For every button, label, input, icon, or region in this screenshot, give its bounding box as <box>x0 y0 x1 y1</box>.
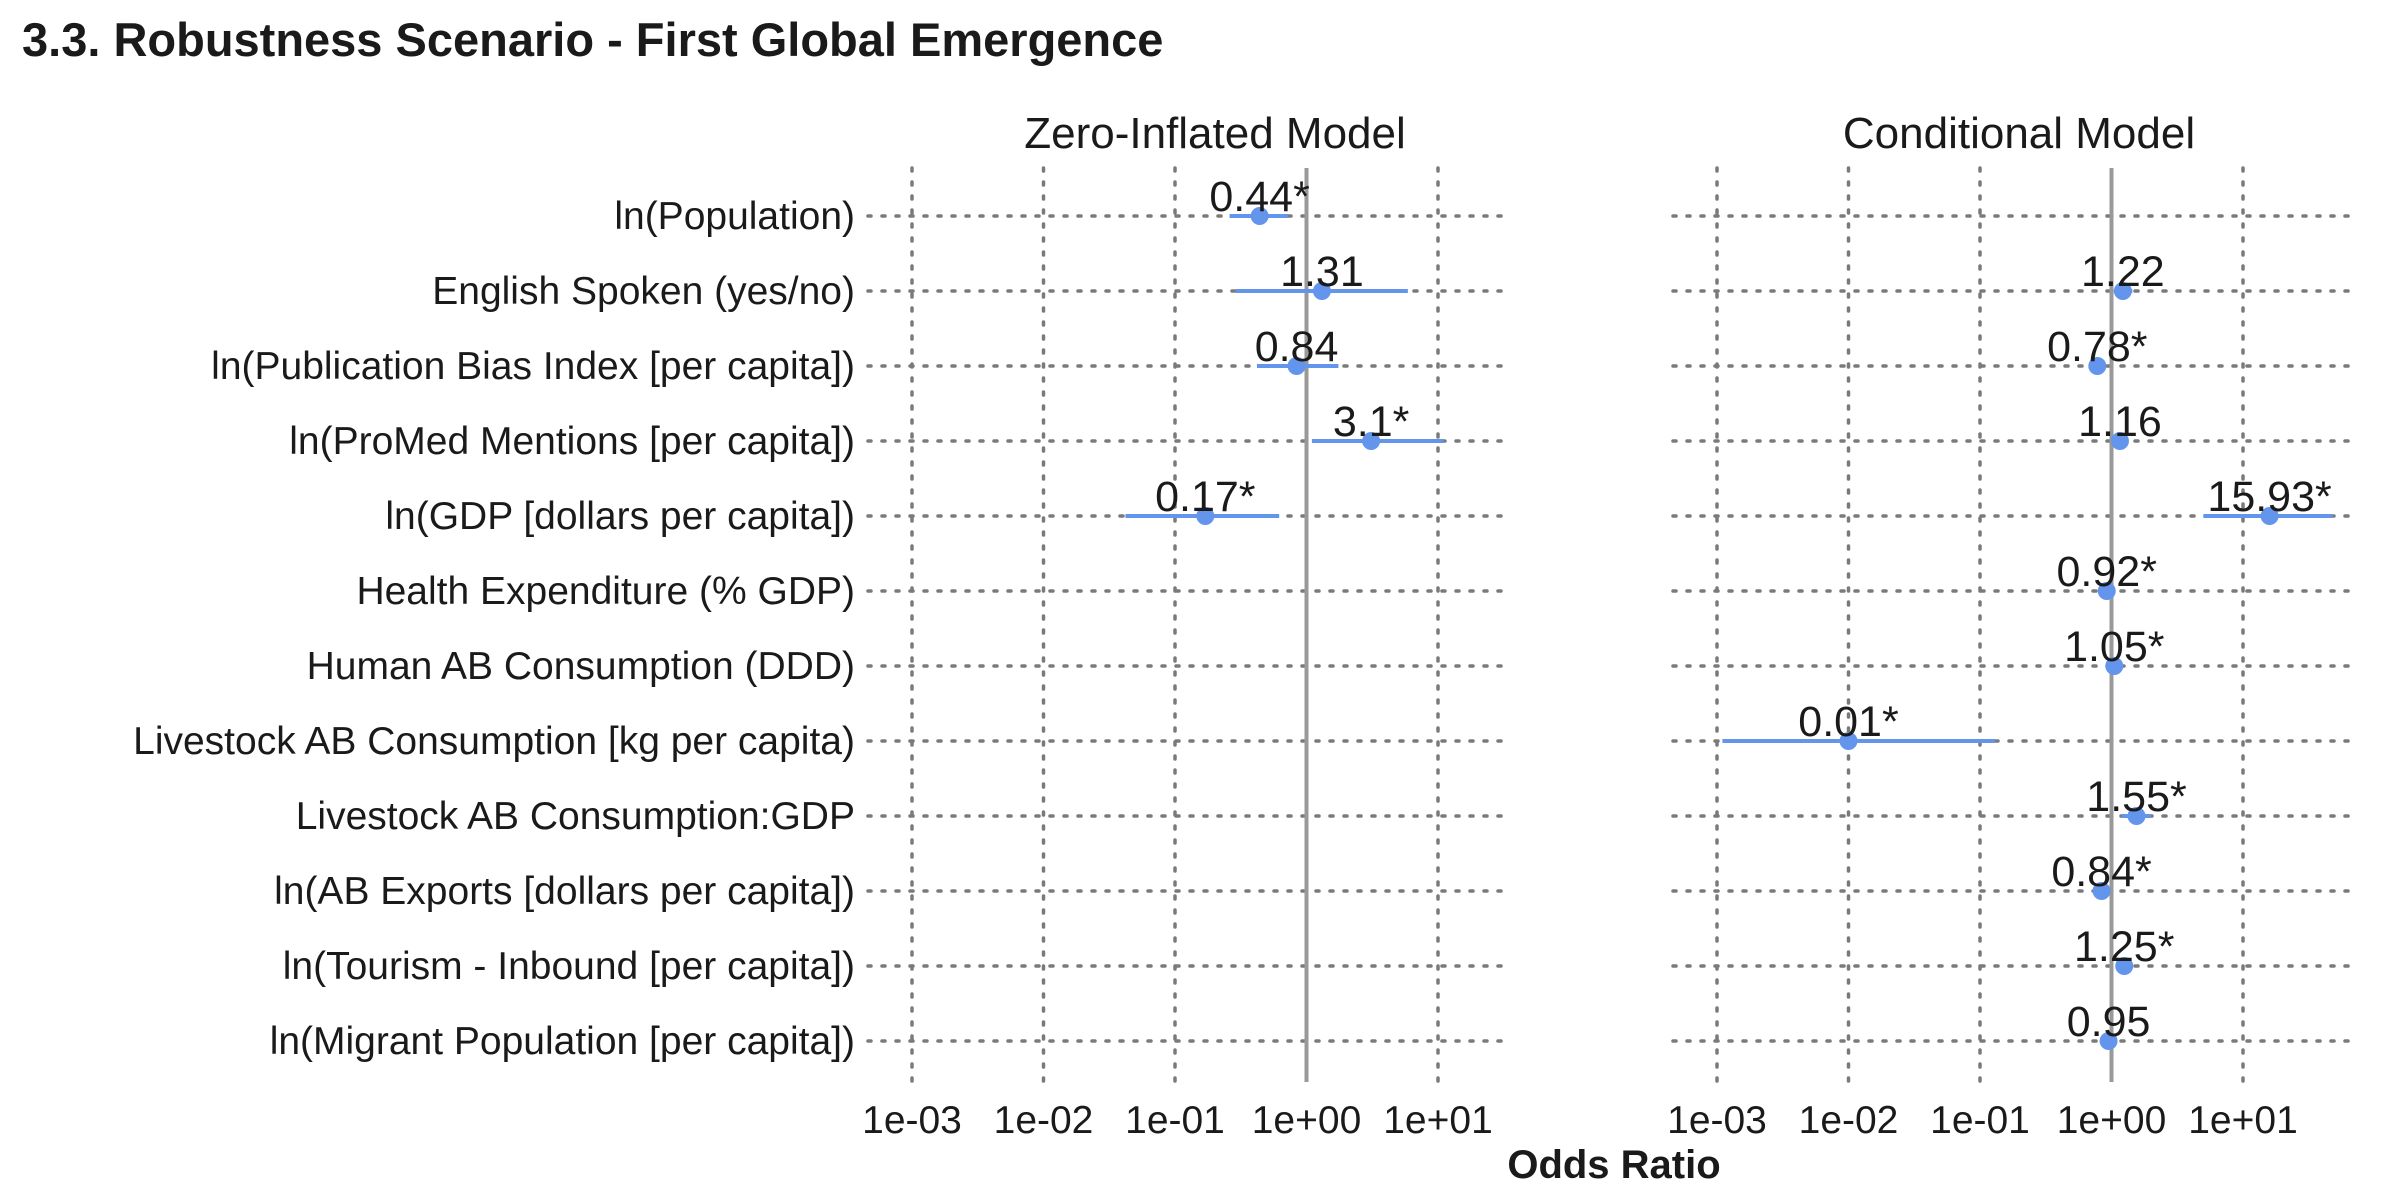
estimate-label: 0.84 <box>1255 323 1339 371</box>
estimate-point <box>1287 357 1306 375</box>
row-label: ln(Population) <box>614 195 855 238</box>
estimate-label: 1.05* <box>2064 623 2165 671</box>
row-label: ln(Publication Bias Index [per capita]) <box>211 345 855 388</box>
estimate-point <box>2105 657 2124 675</box>
estimate-point <box>1362 432 1381 450</box>
estimate-point <box>2260 507 2279 525</box>
x-tick-label: 1e+00 <box>2057 1099 2167 1142</box>
estimate-point <box>2092 882 2111 900</box>
estimate-label: 0.84* <box>2051 848 2152 896</box>
panel: Conditional Model 1e-03 1e-02 1e-01 1e+00 1e+… <box>1667 109 2359 1142</box>
x-tick-label: 1e+00 <box>1252 1099 1362 1142</box>
estimate-point <box>1196 507 1215 525</box>
row-label: ln(ProMed Mentions [per capita]) <box>289 420 855 463</box>
x-tick-label: 1e-03 <box>862 1099 962 1142</box>
row-label: Health Expenditure (% GDP) <box>356 570 855 613</box>
estimate-point <box>1250 207 1269 225</box>
estimate-point <box>1312 282 1331 300</box>
row-labels: ln(Population) English Spoken (yes/no) ln(… <box>133 195 855 1063</box>
estimate-point <box>2115 957 2134 975</box>
estimate-label: 3.1* <box>1333 398 1410 446</box>
x-tick-label: 1e+01 <box>1383 1099 1493 1142</box>
row-label: ln(GDP [dollars per capita]) <box>385 495 855 538</box>
estimate-point <box>2097 582 2116 600</box>
estimate-label: 15.93* <box>2207 473 2332 521</box>
estimate-point <box>2088 357 2107 375</box>
row-label: Livestock AB Consumption [kg per capita) <box>133 720 855 763</box>
x-tick-label: 1e-03 <box>1667 1099 1767 1142</box>
row-label: Livestock AB Consumption:GDP <box>296 795 855 838</box>
estimate-point <box>2127 807 2146 825</box>
x-tick-label: 1e-02 <box>994 1099 1094 1142</box>
panel-title: Zero-Inflated Model <box>1024 109 1406 158</box>
estimate-label: 1.16 <box>2078 398 2162 446</box>
estimate-label: 1.25* <box>2074 923 2175 971</box>
estimate-label: 0.01* <box>1798 698 1899 746</box>
estimate-point <box>2110 432 2129 450</box>
row-label: English Spoken (yes/no) <box>432 270 855 313</box>
x-tick-label: 1e-02 <box>1799 1099 1899 1142</box>
chart-title: 3.3. Robustness Scenario - First Global … <box>22 13 1163 66</box>
estimate-label: 1.31 <box>1280 248 1364 296</box>
row-label: ln(AB Exports [dollars per capita]) <box>274 870 855 913</box>
estimate-label: 0.17* <box>1155 473 1256 521</box>
x-tick-label: 1e-01 <box>1125 1099 1225 1142</box>
estimate-label: 0.44* <box>1209 173 1310 221</box>
estimate-point <box>2113 282 2132 300</box>
estimate-label: 0.78* <box>2047 323 2148 371</box>
x-axis-title: Odds Ratio <box>1507 1143 1720 1187</box>
estimate-point <box>2099 1032 2118 1050</box>
estimate-label: 1.55* <box>2086 773 2187 821</box>
estimate-point <box>1839 732 1858 750</box>
estimate-label: 1.22 <box>2081 248 2165 296</box>
x-tick-label: 1e+01 <box>2188 1099 2298 1142</box>
row-label: ln(Migrant Population [per capita]) <box>270 1020 855 1063</box>
estimate-label: 0.95 <box>2067 998 2151 1046</box>
row-label: Human AB Consumption (DDD) <box>307 645 855 688</box>
estimate-label: 0.92* <box>2057 548 2158 596</box>
x-tick-label: 1e-01 <box>1930 1099 2030 1142</box>
panels: Zero-Inflated Model 1e-03 1e-02 1e-01 1e+00 1… <box>862 109 2359 1142</box>
row-label: ln(Tourism - Inbound [per capita]) <box>283 945 855 988</box>
panel-title: Conditional Model <box>1843 109 2195 158</box>
panel: Zero-Inflated Model 1e-03 1e-02 1e-01 1e+00 1… <box>862 109 1504 1142</box>
